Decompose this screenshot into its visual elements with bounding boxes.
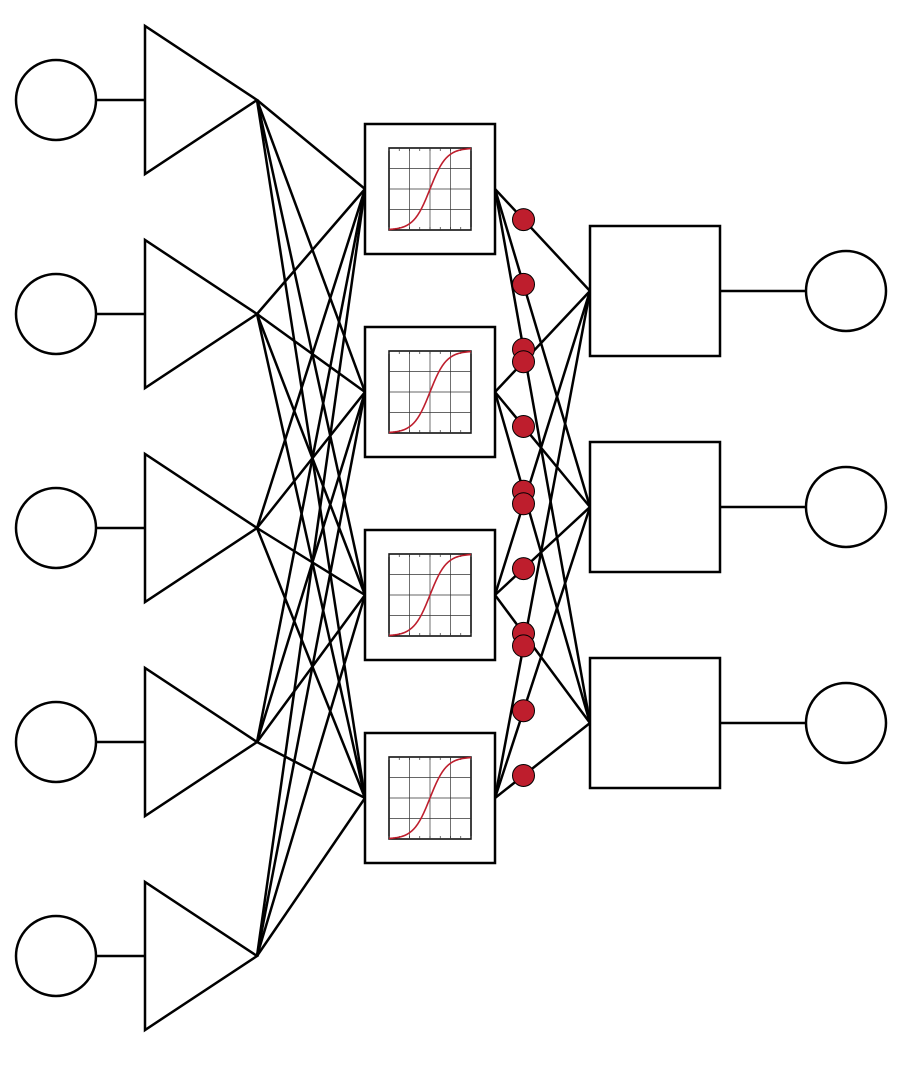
input-circle <box>16 274 96 354</box>
edge-hidden-output <box>495 392 590 507</box>
edge-hidden-output <box>495 291 590 392</box>
output-node <box>590 442 720 572</box>
input-circle <box>16 702 96 782</box>
input-circle <box>16 488 96 568</box>
edges-input-hidden <box>257 100 365 956</box>
edges-hidden-output <box>495 189 590 798</box>
output-circle <box>806 251 886 331</box>
weight-dot <box>513 273 535 295</box>
output-node <box>590 226 720 356</box>
input-triangle <box>145 668 257 816</box>
sigmoid-inset <box>389 148 471 230</box>
output-node <box>590 658 720 788</box>
sigmoid-inset <box>389 351 471 433</box>
nodes <box>16 26 886 1030</box>
weight-dot <box>513 635 535 657</box>
weight-dot <box>513 765 535 787</box>
input-triangle <box>145 882 257 1030</box>
weight-dots <box>513 209 535 787</box>
output-circle <box>806 683 886 763</box>
weight-dot <box>513 416 535 438</box>
edge-hidden-output <box>495 291 590 798</box>
weight-dot <box>513 700 535 722</box>
edge-input-hidden <box>257 742 365 798</box>
input-triangle <box>145 26 257 174</box>
weight-dot <box>513 558 535 580</box>
edge-hidden-output <box>495 595 590 723</box>
input-triangle <box>145 454 257 602</box>
weight-dot <box>513 493 535 515</box>
sigmoid-inset <box>389 757 471 839</box>
input-triangle <box>145 240 257 388</box>
sigmoid-inset <box>389 554 471 636</box>
edge-input-hidden <box>257 189 365 956</box>
edge-input-hidden <box>257 595 365 956</box>
edge-input-hidden <box>257 189 365 742</box>
weight-dot <box>513 209 535 231</box>
output-circle <box>806 467 886 547</box>
edge-hidden-output <box>495 723 590 798</box>
weight-dot <box>513 351 535 373</box>
input-circle <box>16 916 96 996</box>
input-circle <box>16 60 96 140</box>
edge-input-hidden <box>257 528 365 595</box>
